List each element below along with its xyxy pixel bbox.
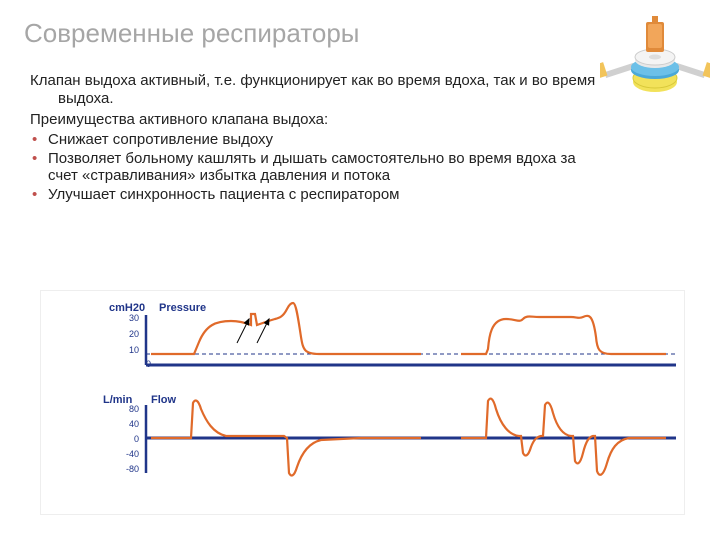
list-item: Снижает сопротивление выдоху [30,131,600,149]
pressure-unit: cmH20 [109,302,145,314]
list-item: Позволяет больному кашлять и дышать само… [30,150,600,185]
ytick: -80 [126,464,139,474]
para-1: Клапан выдоха активный, т.е. функциониру… [30,72,600,109]
bullet-list: Снижает сопротивление выдоху Позволяет б… [30,131,600,204]
page-title: Современные респираторы [24,18,360,49]
ytick: 0 [134,434,139,444]
waveform-panel: cmH20 Pressure 30 20 10 0 L/min Flow 80 … [40,290,685,515]
ytick: 80 [129,404,139,414]
ytick: 40 [129,419,139,429]
ytick: 10 [129,345,139,355]
ytick: 20 [129,329,139,339]
para-2: Преимущества активного клапана выдоха: [30,111,600,129]
device-illustration [600,8,710,108]
body-text: Клапан выдоха активный, т.е. функциониру… [30,72,600,205]
ytick: -40 [126,449,139,459]
flow-chart: L/min Flow 80 40 0 -40 -80 [41,391,686,506]
ytick: 30 [129,313,139,323]
list-item: Улучшает синхронность пациента с респира… [30,186,600,204]
flow-trace-1 [151,401,421,476]
flow-label: Flow [151,394,176,406]
pressure-label: Pressure [159,302,206,314]
pressure-chart: cmH20 Pressure 30 20 10 0 [41,297,686,387]
pressure-trace-2 [461,316,666,354]
